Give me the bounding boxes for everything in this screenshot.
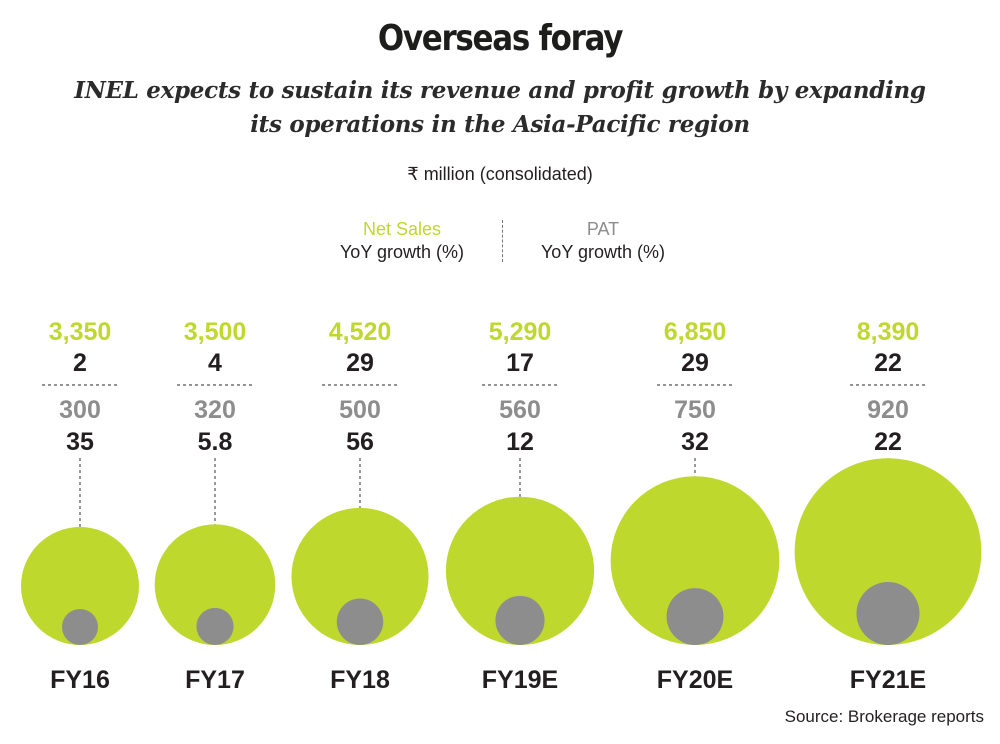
pat-growth-label: 56 — [346, 428, 374, 456]
sales-growth-label: 4 — [208, 349, 222, 377]
category-label: FY17 — [185, 666, 245, 694]
sales-value-label: 8,390 — [857, 318, 920, 346]
legend-sales-metric: YoY growth (%) — [339, 242, 465, 262]
sales-value-label: 3,350 — [49, 318, 112, 346]
pat-value-label: 320 — [194, 396, 236, 424]
sales-bubble — [21, 527, 139, 645]
category-label: FY16 — [50, 666, 110, 694]
sales-growth-label: 17 — [506, 349, 534, 377]
pat-value-label: 750 — [674, 396, 716, 424]
pat-growth-label: 5.8 — [198, 428, 233, 456]
pat-bubble — [196, 607, 234, 645]
sales-bubble — [610, 476, 780, 645]
sales-value-label: 4,520 — [329, 318, 392, 346]
pat-growth-label: 22 — [874, 428, 902, 456]
pat-bubble — [666, 588, 724, 645]
sales-growth-label: 22 — [874, 349, 902, 377]
chart-subtitle: INEL expects to sustain its revenue and … — [74, 77, 926, 138]
pat-bubble — [62, 609, 98, 645]
pat-value-label: 300 — [59, 396, 101, 424]
sales-value-label: 3,500 — [184, 318, 247, 346]
legend-pat-name: PAT — [586, 219, 620, 239]
legend-sales: Net Sales YoY growth (%) — [302, 218, 502, 264]
category-label: FY21E — [850, 666, 926, 694]
pat-growth-label: 32 — [681, 428, 709, 456]
pat-bubble — [495, 595, 545, 645]
legend-sales-name: Net Sales — [362, 219, 442, 239]
category-label: FY18 — [330, 666, 390, 694]
legend-pat: PAT YoY growth (%) — [503, 218, 703, 264]
pat-value-label: 560 — [499, 396, 541, 424]
pat-growth-label: 35 — [66, 428, 94, 456]
chart-title: Overseas foray — [377, 18, 624, 59]
sales-growth-label: 2 — [73, 349, 87, 377]
legend-pat-metric: YoY growth (%) — [540, 242, 666, 262]
pat-value-label: 920 — [867, 396, 909, 424]
legend-divider — [502, 220, 503, 262]
category-label: FY20E — [657, 666, 733, 694]
sales-value-label: 6,850 — [664, 318, 727, 346]
sales-bubble — [291, 507, 429, 645]
sales-growth-label: 29 — [346, 349, 374, 377]
sales-bubble — [445, 496, 595, 645]
unit-label: ₹ million (consolidated) — [407, 164, 593, 184]
sales-bubble — [794, 458, 982, 645]
sales-value-label: 5,290 — [489, 318, 552, 346]
pat-bubble — [336, 598, 384, 645]
pat-growth-label: 12 — [506, 428, 534, 456]
sales-bubble — [154, 524, 276, 645]
pat-bubble — [856, 581, 920, 645]
source-note: Source: Brokerage reports — [784, 707, 984, 726]
sales-growth-label: 29 — [681, 349, 709, 377]
category-label: FY19E — [482, 666, 558, 694]
pat-value-label: 500 — [339, 396, 381, 424]
